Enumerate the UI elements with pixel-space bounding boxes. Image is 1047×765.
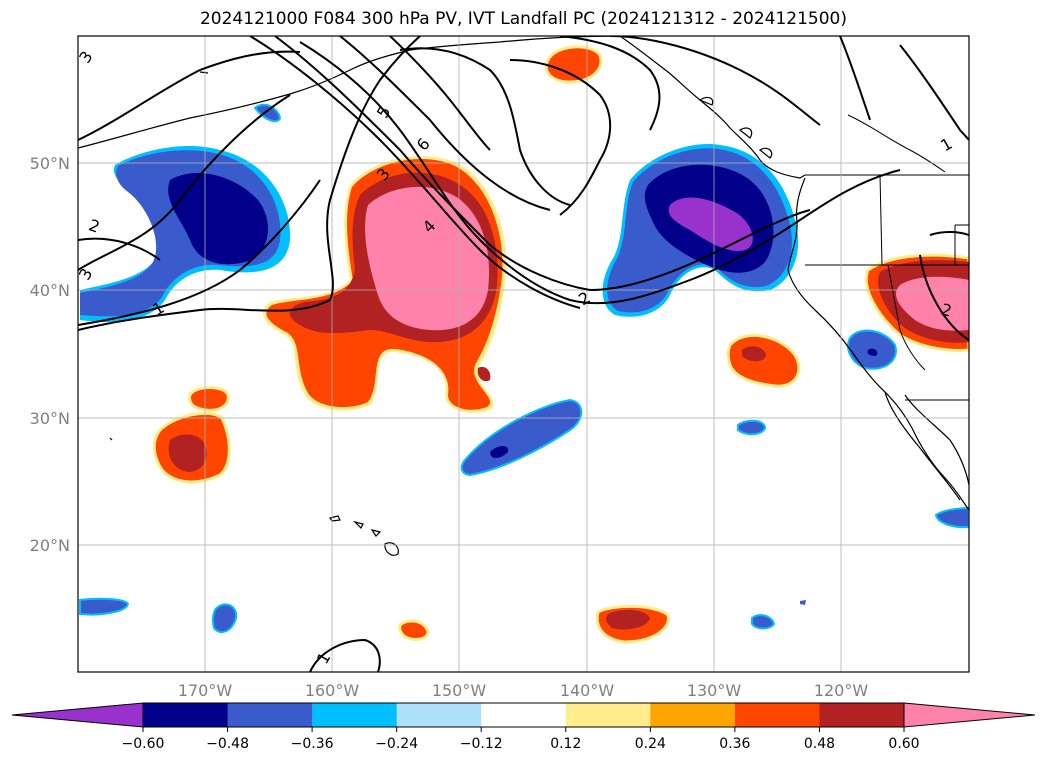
positive-anomaly-subtropical-east: [726, 333, 801, 388]
lat-label: 20°N: [30, 536, 70, 555]
negative-anomaly-small-5: [751, 614, 776, 630]
positive-anomaly-north: [544, 45, 603, 84]
lat-label: 30°N: [30, 409, 70, 428]
colorbar-cell: [312, 703, 398, 727]
lon-label: 150°W: [432, 681, 487, 700]
negative-core-socal: [867, 348, 878, 356]
contour-label: 2: [939, 300, 954, 321]
pv-contours: [78, 36, 969, 672]
positive-anomaly-subtropical-west: [152, 386, 231, 484]
contour-label: 2: [575, 288, 593, 310]
colorbar-cell: [481, 703, 567, 727]
colorbar-cell: [650, 703, 736, 727]
lat-label: 50°N: [30, 154, 70, 173]
colorbar-cell: [819, 703, 905, 727]
negative-anomaly-small-6: [800, 600, 806, 605]
colorbar-tick-label: 0.48: [804, 736, 835, 752]
lon-label: 120°W: [814, 681, 869, 700]
contour-label: 2: [86, 215, 102, 236]
colorbar-tick-label: −0.36: [291, 736, 334, 752]
colorbar-cell: [396, 703, 482, 727]
colorbar-over-arrow: [903, 702, 1036, 728]
pv-contour-labels: 3 5 6 3 4 2 2 1 3 1 1 2: [75, 47, 956, 667]
longitude-labels: 170°W 160°W 150°W 140°W 130°W 120°W: [178, 681, 869, 700]
colorbar-cell: [143, 703, 229, 727]
negative-anomaly-small-2: [934, 506, 969, 529]
colorbar-tick-label: −0.48: [206, 736, 249, 752]
negative-anomaly-gulf-of-alaska: [602, 144, 799, 317]
colorbar-cell: [227, 703, 313, 727]
lat-label: 40°N: [30, 281, 70, 300]
gridlines: [78, 36, 969, 672]
colorbar-cell: [565, 703, 651, 727]
colorbar-under-arrow: [11, 702, 144, 728]
coastlines: [78, 36, 969, 556]
colorbar-tick-label: −0.24: [375, 736, 418, 752]
negative-anomaly-subtropical-band: [460, 398, 583, 477]
colorbar-tick-label: 0.12: [550, 736, 581, 752]
positive-anomaly-small-2: [595, 604, 670, 644]
lon-label: 130°W: [687, 681, 742, 700]
positive-anomaly-small-1: [398, 619, 430, 641]
negative-anomaly-aleutian: [80, 145, 291, 323]
negative-anomaly-small-3: [79, 597, 130, 616]
negative-anomaly-peninsula: [253, 103, 282, 123]
colorbar-tick-label: 0.24: [635, 736, 666, 752]
contour-label: 1: [937, 134, 955, 156]
negative-anomaly-small-1: [737, 419, 767, 436]
colorbar-tick-label: 0.36: [719, 736, 750, 752]
lon-label: 170°W: [178, 681, 233, 700]
map-title: 2024121000 F084 300 hPa PV, IVT Landfall…: [199, 9, 847, 29]
positive-anomaly-central: [262, 156, 507, 414]
colorbar-tick-label: 0.60: [888, 736, 919, 752]
negative-anomaly-small-4: [211, 603, 238, 634]
lon-label: 140°W: [560, 681, 615, 700]
colorbar-cell: [734, 703, 820, 727]
map-frame: [77, 35, 970, 673]
colorbar: −0.60 −0.48 −0.36 −0.24 −0.12 0.12 0.24 0.36 0.4…: [11, 702, 1036, 752]
colorbar-tick-label: −0.12: [460, 736, 503, 752]
political-borders: [805, 114, 969, 401]
latitude-labels: 50°N 40°N 30°N 20°N: [30, 154, 70, 555]
lon-label: 160°W: [305, 681, 360, 700]
colorbar-tick-label: −0.60: [122, 736, 165, 752]
pc-shading: [79, 45, 969, 644]
contour-label: 1: [313, 649, 335, 667]
